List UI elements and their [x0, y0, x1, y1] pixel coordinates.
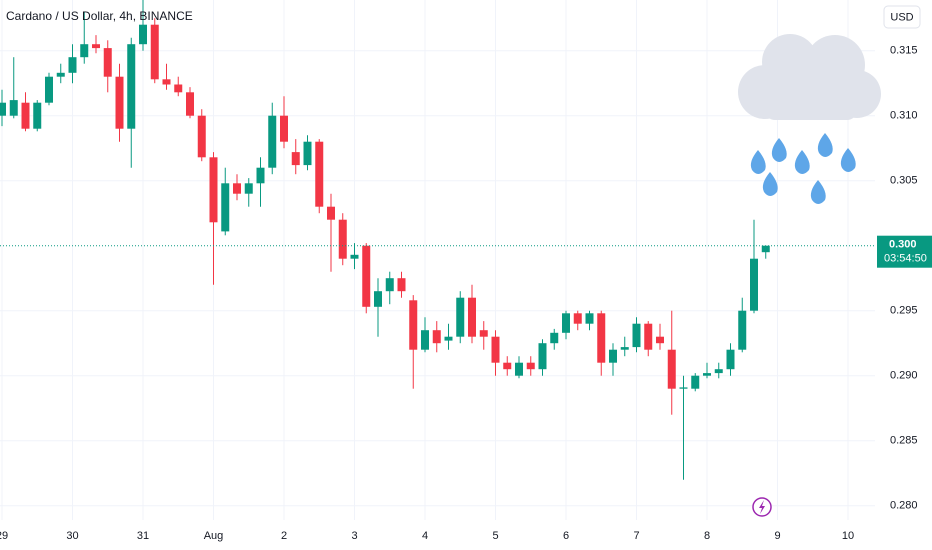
- candle-body: [432, 330, 441, 344]
- candle-body: [150, 24, 159, 80]
- candle-body: [127, 44, 136, 129]
- candle-body: [620, 347, 629, 350]
- candle-body: [350, 254, 359, 259]
- candle-body: [291, 152, 300, 166]
- candle-body: [256, 167, 265, 184]
- candle-body: [526, 362, 535, 370]
- y-tick-label: 0.280: [890, 500, 918, 512]
- candle-body: [280, 115, 288, 142]
- candle-body: [656, 336, 664, 344]
- candle-body: [714, 369, 723, 374]
- candle-body: [726, 349, 735, 370]
- last-price-box: [877, 235, 932, 268]
- candle-body: [632, 323, 641, 348]
- candle-body: [409, 300, 418, 350]
- y-tick-label: 0.310: [890, 110, 918, 122]
- currency[interactable]: USD: [890, 11, 913, 23]
- candle-body: [162, 79, 171, 85]
- candle-body: [703, 373, 711, 376]
- candle-body: [45, 76, 53, 103]
- countdown: 03:54:50: [884, 253, 927, 265]
- candle-body: [679, 387, 688, 389]
- candle-body: [421, 330, 429, 350]
- last-price-label: 0.300: [889, 239, 917, 251]
- x-tick-label: 2: [281, 530, 287, 542]
- candle-body: [21, 102, 30, 129]
- candle-body: [197, 115, 206, 158]
- candle-body: [385, 278, 394, 292]
- x-tick-label: 29: [0, 530, 8, 542]
- candle-body: [444, 336, 453, 341]
- candle-body: [538, 343, 547, 370]
- x-tick-label: 7: [633, 530, 639, 542]
- candle-body: [738, 310, 747, 350]
- event-icon[interactable]: [752, 497, 772, 517]
- candle-body: [468, 297, 476, 337]
- candle-body: [644, 323, 653, 350]
- candle-body: [209, 157, 218, 223]
- candle-body: [597, 313, 606, 363]
- x-tick-label: 5: [492, 530, 498, 542]
- chart-title: Cardano / US Dollar, 4h, BINANCE: [6, 9, 193, 23]
- candle-body: [103, 48, 112, 77]
- y-tick-label: 0.290: [890, 370, 918, 382]
- candles: [0, 0, 770, 480]
- candle-body: [456, 297, 465, 337]
- candle-body: [33, 102, 42, 129]
- currency-box[interactable]: [883, 5, 921, 29]
- candle-body: [550, 332, 559, 344]
- candle-body: [562, 313, 570, 333]
- candle-body: [374, 291, 382, 307]
- candle-body: [68, 57, 77, 73]
- candle-body: [56, 72, 65, 77]
- x-tick-label: 6: [563, 530, 569, 542]
- candle-body: [338, 219, 347, 259]
- x-tick-label: 31: [137, 530, 149, 542]
- candle-body: [221, 183, 230, 232]
- candle-body: [233, 183, 241, 194]
- candle-body: [691, 375, 700, 389]
- candle-body: [9, 100, 18, 116]
- candle-body: [397, 278, 406, 292]
- candle-body: [327, 206, 335, 220]
- candle-body: [268, 115, 277, 168]
- candle-body: [750, 258, 758, 311]
- y-tick-label: 0.305: [890, 175, 918, 187]
- candle-body: [139, 24, 147, 45]
- candle-body: [186, 92, 194, 116]
- candle-body: [515, 362, 523, 376]
- candle-body: [491, 336, 500, 363]
- candle-body: [92, 44, 100, 49]
- x-tick-label: 4: [422, 530, 428, 542]
- y-tick-label: 0.295: [890, 305, 918, 317]
- candle-body: [609, 349, 617, 363]
- candle-body: [315, 141, 324, 207]
- candle-body: [761, 245, 770, 253]
- y-tick-label: 0.285: [890, 435, 918, 447]
- candle-body: [80, 44, 89, 58]
- candle-body: [244, 183, 253, 194]
- candle-body: [479, 330, 488, 337]
- candle-body: [303, 141, 312, 166]
- candle-body: [362, 245, 371, 307]
- candle-body: [115, 76, 124, 129]
- candle-body: [573, 313, 582, 324]
- candle-body: [667, 349, 676, 389]
- x-tick-label: 10: [842, 530, 854, 542]
- x-tick-label: 3: [351, 530, 357, 542]
- candle-body: [585, 313, 594, 324]
- y-tick-label: 0.315: [890, 45, 918, 57]
- x-tick-label: 9: [774, 530, 780, 542]
- x-tick-label: 8: [704, 530, 710, 542]
- rain-cloud-icon: [738, 34, 881, 204]
- x-tick-label: Aug: [204, 530, 224, 542]
- candle-body: [503, 362, 512, 370]
- candle-body: [174, 84, 183, 93]
- candle-body: [0, 102, 6, 116]
- x-tick-label: 30: [66, 530, 78, 542]
